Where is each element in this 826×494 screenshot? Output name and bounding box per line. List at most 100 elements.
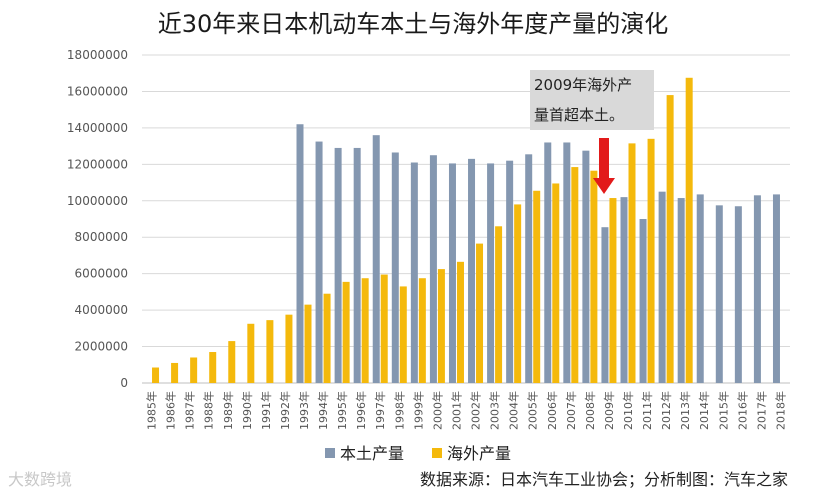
- x-tick-label: 2000年: [430, 391, 444, 430]
- x-tick-label: 1995年: [335, 391, 349, 430]
- bar-domestic: [582, 150, 590, 383]
- y-tick-label: 16000000: [67, 84, 128, 98]
- bar-domestic: [734, 206, 742, 383]
- y-tick-label: 6000000: [75, 267, 128, 281]
- gridlines: [142, 54, 790, 384]
- legend-label-overseas: 海外产量: [447, 444, 511, 463]
- bar-overseas: [171, 362, 179, 383]
- bar-overseas: [552, 183, 560, 383]
- bar-overseas: [342, 281, 350, 383]
- chart-title: 近30年来日本机动车本土与海外年度产量的演化: [157, 10, 669, 38]
- x-tick-label: 1992年: [278, 391, 292, 430]
- bar-domestic: [658, 191, 666, 383]
- x-axis-ticks: 1985年 1986年 1987年 1988年 1989年 1990年 1991年 1992年…: [145, 391, 788, 430]
- bar-domestic: [601, 227, 609, 383]
- bar-domestic: [506, 160, 514, 383]
- bar-overseas: [514, 204, 522, 383]
- bar-overseas: [666, 95, 674, 383]
- bar-overseas: [476, 243, 484, 383]
- bar-domestic: [448, 163, 456, 383]
- x-tick-label: 2010年: [621, 391, 635, 430]
- bar-domestic: [315, 141, 323, 383]
- x-tick-label: 2007年: [564, 391, 578, 430]
- bar-overseas: [628, 143, 636, 383]
- annotation-line-2: 量首超本土。: [534, 106, 625, 124]
- bar-overseas: [590, 170, 598, 383]
- bar-overseas: [247, 323, 255, 383]
- bar-domestic: [544, 142, 552, 383]
- bar-overseas: [399, 286, 407, 383]
- bar-domestic: [525, 154, 533, 383]
- x-tick-label: 2004年: [507, 391, 521, 430]
- x-tick-label: 2008年: [583, 391, 597, 430]
- bar-overseas: [285, 314, 293, 383]
- bar-domestic: [429, 155, 437, 383]
- x-tick-label: 2006年: [545, 391, 559, 430]
- bar-overseas: [190, 357, 198, 383]
- bar-overseas: [361, 278, 369, 383]
- x-tick-label: 1998年: [392, 391, 406, 430]
- bar-domestic: [487, 163, 495, 383]
- x-tick-label: 1987年: [183, 391, 197, 430]
- x-tick-label: 2016年: [735, 391, 749, 430]
- bar-domestic: [772, 194, 780, 383]
- bar-overseas: [152, 367, 160, 383]
- x-tick-label: 1988年: [202, 391, 216, 430]
- y-tick-label: 0: [120, 376, 128, 390]
- y-tick-label: 14000000: [67, 121, 128, 135]
- x-tick-label: 1989年: [221, 391, 235, 430]
- x-tick-label: 1993年: [297, 391, 311, 430]
- x-tick-label: 1991年: [259, 391, 273, 430]
- annotation-box: 2009年海外产 量首超本土。: [530, 70, 654, 130]
- y-tick-label: 12000000: [67, 157, 128, 171]
- bar-overseas: [609, 198, 617, 383]
- y-tick-label: 8000000: [75, 230, 128, 244]
- bar-domestic: [334, 147, 342, 383]
- arrow-head: [593, 178, 615, 194]
- x-tick-label: 2015年: [716, 391, 730, 430]
- bar-overseas: [209, 352, 217, 383]
- x-tick-label: 2003年: [488, 391, 502, 430]
- x-tick-label: 2014年: [697, 391, 711, 430]
- bar-overseas: [266, 320, 274, 383]
- legend-swatch-overseas: [432, 448, 442, 458]
- bar-domestic: [391, 152, 399, 383]
- bar-domestic: [639, 219, 647, 383]
- bar-overseas: [380, 274, 388, 383]
- x-tick-label: 2002年: [469, 391, 483, 430]
- bar-overseas: [685, 77, 693, 384]
- x-tick-label: 1997年: [373, 391, 387, 430]
- bar-domestic: [715, 205, 723, 383]
- watermark: 大数跨境: [8, 470, 73, 489]
- bar-overseas: [647, 138, 655, 383]
- y-axis-ticks: 0 2000000 4000000 6000000 8000000 10000000 120…: [67, 48, 128, 390]
- bar-overseas: [495, 226, 503, 383]
- arrow-shaft: [599, 138, 609, 180]
- y-tick-label: 4000000: [75, 303, 128, 317]
- bar-domestic: [410, 162, 418, 383]
- bar-domestic: [753, 195, 761, 383]
- bar-overseas: [456, 261, 464, 383]
- source-note: 数据来源：日本汽车工业协会；分析制图：汽车之家: [419, 470, 788, 489]
- x-tick-label: 2005年: [526, 391, 540, 430]
- x-tick-label: 2018年: [773, 391, 787, 430]
- x-tick-label: 1996年: [354, 391, 368, 430]
- x-tick-label: 1990年: [240, 391, 254, 430]
- bar-domestic: [677, 198, 685, 383]
- x-tick-label: 1994年: [316, 391, 330, 430]
- x-tick-label: 1999年: [411, 391, 425, 430]
- y-tick-label: 10000000: [67, 194, 128, 208]
- x-tick-label: 2012年: [659, 391, 673, 430]
- bar-overseas: [323, 293, 331, 383]
- y-tick-label: 18000000: [67, 48, 128, 62]
- bar-domestic: [372, 135, 380, 383]
- legend-label-domestic: 本土产量: [340, 444, 404, 463]
- bar-domestic: [296, 124, 304, 383]
- bar-domestic: [620, 197, 628, 383]
- bar-domestic: [696, 194, 704, 383]
- x-tick-label: 1985年: [145, 391, 159, 430]
- annotation-arrow: [593, 138, 615, 194]
- y-tick-label: 2000000: [75, 340, 128, 354]
- x-tick-label: 2011年: [640, 391, 654, 430]
